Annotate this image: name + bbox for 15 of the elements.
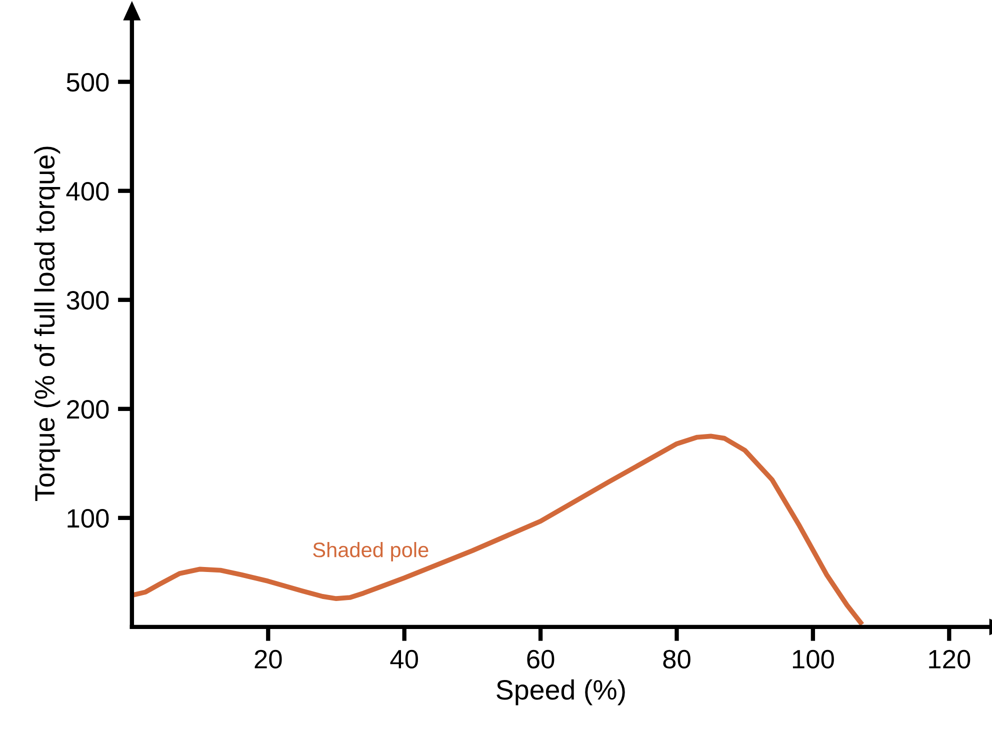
x-axis-title: Speed (%) — [496, 679, 625, 706]
x-tick-label: 120 — [929, 650, 970, 669]
y-tick-label: 200 — [67, 400, 109, 419]
x-tick-label: 60 — [527, 650, 554, 669]
x-tick-label: 20 — [254, 650, 282, 669]
x-tick-label: 40 — [390, 650, 418, 669]
y-tick-label: 400 — [66, 182, 109, 201]
y-tick-label: 300 — [66, 291, 109, 310]
x-tick-label: 80 — [663, 650, 690, 669]
x-tick-label: 100 — [792, 650, 834, 669]
line-series — [132, 434, 864, 626]
y-tick-label: 500 — [66, 72, 109, 92]
y-axis-title: Torque (% of full load torque) — [34, 146, 60, 502]
series-label: Shaded pole — [313, 542, 428, 562]
y-tick-label: 100 — [68, 509, 109, 528]
